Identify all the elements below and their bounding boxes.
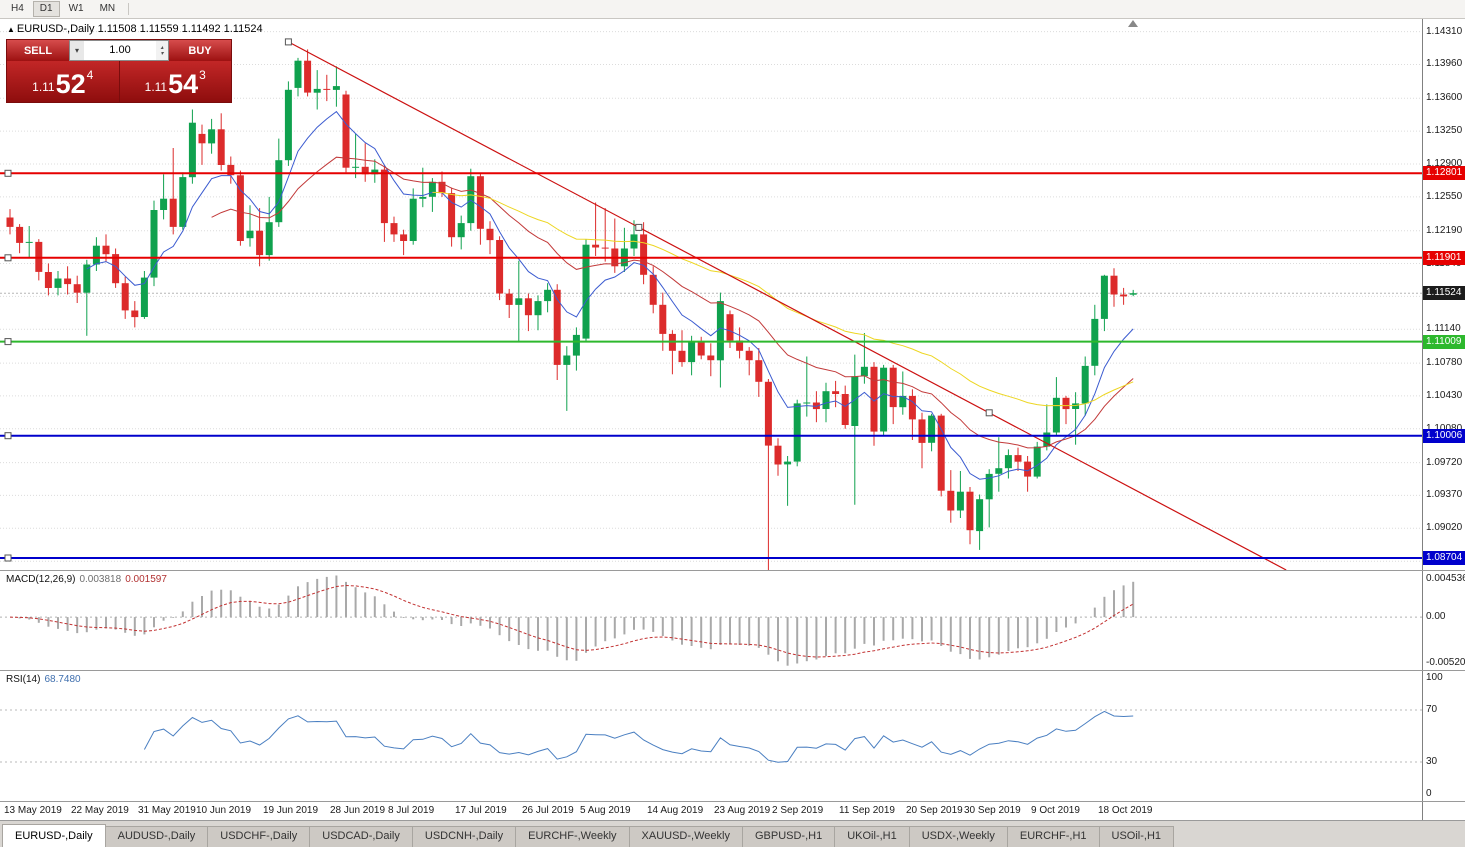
date-label: 19 Jun 2019 (263, 805, 319, 816)
date-label: 23 Aug 2019 (714, 805, 771, 816)
volume-value[interactable]: 1.00 (109, 44, 131, 56)
volume-spinner[interactable]: ▴ ▾ (156, 41, 168, 60)
date-label: 17 Jul 2019 (455, 805, 507, 816)
date-label: 14 Aug 2019 (647, 805, 704, 816)
chart-tab[interactable]: USDCHF-,Daily (207, 826, 311, 847)
date-label: 18 Oct 2019 (1098, 805, 1153, 816)
date-axis-row: 13 May 2019 22 May 2019 31 May 2019 10 Jun … (0, 801, 1465, 820)
chart-tab[interactable]: XAUUSD-,Weekly (628, 826, 743, 847)
price-badge: 1.12801 (1423, 166, 1465, 180)
price-tick: 1.10430 (1426, 390, 1463, 401)
rsi-panel[interactable]: RSI(14) 68.7480 (0, 671, 1422, 801)
macd-row: MACD(12,26,9) 0.003818 0.001597 0.004536 0.… (0, 570, 1465, 670)
chart-tab[interactable]: GBPUSD-,H1 (741, 826, 836, 847)
rsi-row: RSI(14) 68.7480 100 70 30 0 (0, 670, 1465, 801)
timeframe-button-d1[interactable]: D1 (32, 1, 60, 17)
axis-corner (1422, 802, 1465, 820)
date-label: 22 May 2019 (71, 805, 129, 816)
sell-button[interactable]: SELL (7, 40, 69, 61)
price-tick: 1.13960 (1426, 58, 1463, 69)
macd-label: MACD(12,26,9) 0.003818 0.001597 (6, 574, 167, 585)
chart-tab[interactable]: USDX-,Weekly (908, 826, 1008, 847)
price-tick: 1.12550 (1426, 191, 1463, 202)
date-label: 10 Jun 2019 (196, 805, 252, 816)
buy-button[interactable]: BUY (169, 40, 231, 61)
spin-up-icon[interactable]: ▴ (160, 44, 164, 51)
date-label: 20 Sep 2019 (906, 805, 963, 816)
macd-axis: 0.004536 0.00 -0.005205 (1422, 571, 1465, 670)
price-tick: 1.09020 (1426, 522, 1463, 533)
rsi-tick: 0 (1426, 788, 1432, 799)
price-tick: 1.10780 (1426, 357, 1463, 368)
chart-tab[interactable]: UKOil-,H1 (834, 826, 910, 847)
chart-ohlc: 1.11508 1.11559 1.11492 1.11524 (97, 23, 263, 35)
macd-panel[interactable]: MACD(12,26,9) 0.003818 0.001597 (0, 571, 1422, 670)
timeframe-toolbar: H4 D1 W1 MN (0, 0, 1465, 19)
rsi-label: RSI(14) 68.7480 (6, 674, 81, 685)
chart-tab[interactable]: AUDUSD-,Daily (104, 826, 209, 847)
volume-field[interactable]: ▾ 1.00 ▴ ▾ (69, 40, 169, 61)
date-label: 11 Sep 2019 (839, 805, 895, 816)
timeframe-button-w1[interactable]: W1 (62, 1, 91, 17)
date-label: 5 Aug 2019 (580, 805, 631, 816)
chart-title: ▲ EURUSD-,Daily 1.11508 1.11559 1.11492 1… (7, 23, 263, 35)
chart-tab[interactable]: EURCHF-,Weekly (515, 826, 630, 847)
rsi-tick: 100 (1426, 672, 1443, 683)
date-label: 26 Jul 2019 (522, 805, 574, 816)
macd-tick: 0.00 (1426, 611, 1446, 622)
price-tick: 1.13250 (1426, 125, 1463, 136)
spin-down-icon[interactable]: ▾ (160, 50, 164, 57)
rsi-tick: 70 (1426, 704, 1438, 715)
price-badge: 1.11009 (1423, 335, 1465, 349)
main-chart-row: ▲ EURUSD-,Daily 1.11508 1.11559 1.11492 1… (0, 19, 1465, 570)
date-label: 9 Oct 2019 (1031, 805, 1080, 816)
one-click-trading-panel: SELL ▾ 1.00 ▴ ▾ BUY 1.11 52 4 1.11 54 3 (6, 39, 232, 103)
chart-tab[interactable]: EURCHF-,H1 (1006, 826, 1100, 847)
timeframe-button-mn[interactable]: MN (93, 1, 123, 17)
main-chart[interactable]: ▲ EURUSD-,Daily 1.11508 1.11559 1.11492 1… (0, 19, 1422, 570)
price-tick: 1.09720 (1426, 457, 1463, 468)
macd-chart-svg[interactable] (0, 571, 1422, 670)
rsi-chart-svg[interactable] (0, 671, 1422, 801)
date-label: 13 May 2019 (4, 805, 62, 816)
price-tick: 1.11140 (1426, 323, 1461, 334)
date-label: 8 Jul 2019 (388, 805, 435, 816)
price-tick: 1.14310 (1426, 26, 1463, 37)
date-label: 2 Sep 2019 (772, 805, 824, 816)
chart-symbol: EURUSD-,Daily (16, 23, 95, 35)
chart-tab[interactable]: USDCAD-,Daily (309, 826, 413, 847)
chart-tab[interactable]: USOil-,H1 (1098, 826, 1175, 847)
rsi-tick: 30 (1426, 756, 1438, 767)
date-label: 31 May 2019 (138, 805, 196, 816)
chart-tab[interactable]: USDCNH-,Daily (411, 826, 517, 847)
date-label: 30 Sep 2019 (964, 805, 1021, 816)
price-tick: 1.10080 (1426, 423, 1462, 435)
price-axis[interactable]: 1.14310 1.13960 1.13600 1.13250 1.12900 1.125… (1422, 19, 1465, 570)
toolbar-separator (128, 3, 130, 15)
sell-price[interactable]: 1.11 52 4 (7, 61, 120, 102)
price-badge: 1.11524 (1423, 286, 1465, 300)
price-tick: 1.12900 (1426, 158, 1463, 169)
price-tick: 1.09370 (1426, 489, 1463, 500)
price-badge: 1.10006 (1423, 429, 1465, 443)
timeframe-button-h4[interactable]: H4 (4, 1, 31, 17)
price-tick: 1.13600 (1426, 92, 1463, 103)
price-badge: 1.08704 (1423, 551, 1465, 565)
date-label: 28 Jun 2019 (330, 805, 386, 816)
macd-tick: 0.004536 (1426, 573, 1465, 584)
volume-dropdown-icon[interactable]: ▾ (70, 41, 84, 60)
rsi-axis: 100 70 30 0 (1422, 671, 1465, 801)
price-badge: 1.11901 (1423, 251, 1465, 265)
macd-tick: -0.005205 (1426, 657, 1465, 668)
candlestick-chart-svg[interactable] (0, 19, 1422, 570)
chart-marker-icon: ▲ (7, 25, 15, 34)
price-tick: 1.12190 (1426, 225, 1463, 236)
date-axis[interactable]: 13 May 2019 22 May 2019 31 May 2019 10 Jun … (0, 802, 1422, 820)
chart-tabs-bar: EURUSD-,Daily AUDUSD-,Daily USDCHF-,Daily U… (0, 820, 1465, 847)
chart-tab[interactable]: EURUSD-,Daily (2, 824, 106, 847)
buy-price[interactable]: 1.11 54 3 (144, 68, 206, 99)
